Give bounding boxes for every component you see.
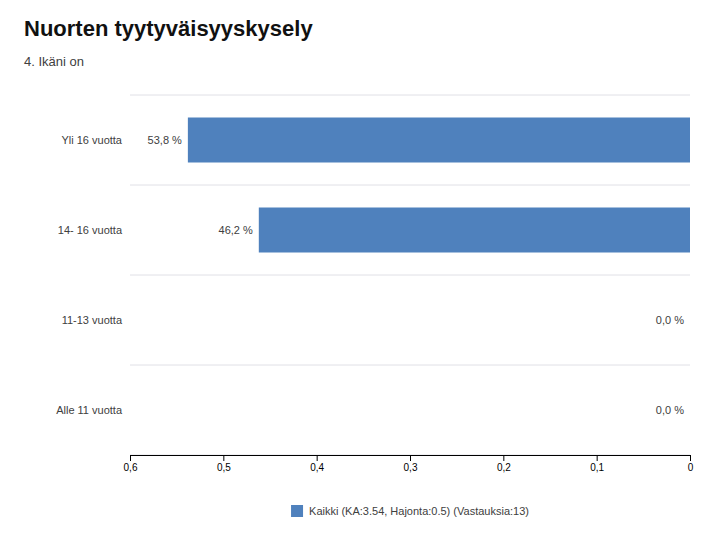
data-label: 0,0 % xyxy=(656,404,684,416)
x-tick: 0,2 xyxy=(497,455,511,473)
legend: Kaikki (KA:3.54, Hajonta:0.5) (Vastauksi… xyxy=(291,505,529,517)
x-tick-label: 0,6 xyxy=(124,462,138,473)
x-tick-mark xyxy=(223,455,224,461)
x-tick: 0,4 xyxy=(310,455,324,473)
y-tick-label: Alle 11 vuotta xyxy=(56,404,123,416)
x-tick-label: 0,3 xyxy=(404,462,418,473)
x-axis-line xyxy=(131,456,691,462)
x-axis: 0,6 0,5 0,4 0,3 0,2 0,1 0 xyxy=(124,455,694,473)
legend-label: Kaikki (KA:3.54, Hajonta:0.5) (Vastauksi… xyxy=(309,505,529,517)
title: Nuorten tyytyväisyyskysely xyxy=(24,16,313,41)
y-tick-label: 14- 16 vuotta xyxy=(58,224,123,236)
x-tick: 0,1 xyxy=(590,455,604,473)
x-tick-label: 0,1 xyxy=(590,462,604,473)
x-tick-mark xyxy=(597,455,598,461)
bar xyxy=(690,298,691,343)
x-tick: 0 xyxy=(688,455,694,473)
legend-item: Kaikki (KA:3.54, Hajonta:0.5) (Vastauksi… xyxy=(291,505,529,517)
data-label: 46,2 % xyxy=(219,224,253,236)
subtitle: 4. Ikäni on xyxy=(24,54,84,69)
bars xyxy=(188,118,690,253)
x-tick-mark xyxy=(317,455,318,461)
x-tick-label: 0,5 xyxy=(217,462,231,473)
plot: 0,6 0,5 0,4 0,3 0,2 0,1 0 Yli 16 vuotta 14- 16 v… xyxy=(56,95,694,473)
x-tick-label: 0 xyxy=(688,462,694,473)
y-tick: 14- 16 vuotta xyxy=(58,224,123,236)
x-tick-mark xyxy=(130,455,131,461)
legend-swatch xyxy=(291,505,303,517)
separator xyxy=(130,275,690,276)
data-label: 0,0 % xyxy=(656,314,684,326)
y-tick: Alle 11 vuotta xyxy=(56,404,123,416)
chart-container: Nuorten tyytyväisyyskysely 4. Ikäni on 0,6… xyxy=(0,0,720,540)
x-tick: 0,5 xyxy=(217,455,231,473)
x-tick-mark xyxy=(503,455,504,461)
y-axis: Yli 16 vuotta 14- 16 vuotta 11-13 vuotta Al… xyxy=(56,134,123,416)
separator xyxy=(130,365,690,366)
bar xyxy=(690,388,691,433)
y-tick: Yli 16 vuotta xyxy=(61,134,122,146)
data-label: 53,8 % xyxy=(148,134,182,146)
bar xyxy=(188,118,690,163)
data-labels: 53,8 % 46,2 % 0,0 % 0,0 % xyxy=(148,134,685,416)
bar xyxy=(259,208,690,253)
y-tick-label: 11-13 vuotta xyxy=(62,314,123,326)
x-tick-label: 0,4 xyxy=(310,462,324,473)
x-tick: 0,3 xyxy=(404,455,418,473)
separator xyxy=(130,185,690,186)
y-tick-label: Yli 16 vuotta xyxy=(61,134,122,146)
separators xyxy=(130,95,690,455)
separator xyxy=(130,95,690,96)
x-tick-mark xyxy=(410,455,411,461)
y-tick: 11-13 vuotta xyxy=(62,314,123,326)
x-tick-label: 0,2 xyxy=(497,462,511,473)
x-tick: 0,6 xyxy=(124,455,138,473)
x-tick-mark xyxy=(690,455,691,461)
chart-svg: Nuorten tyytyväisyyskysely 4. Ikäni on 0,6… xyxy=(0,0,720,540)
